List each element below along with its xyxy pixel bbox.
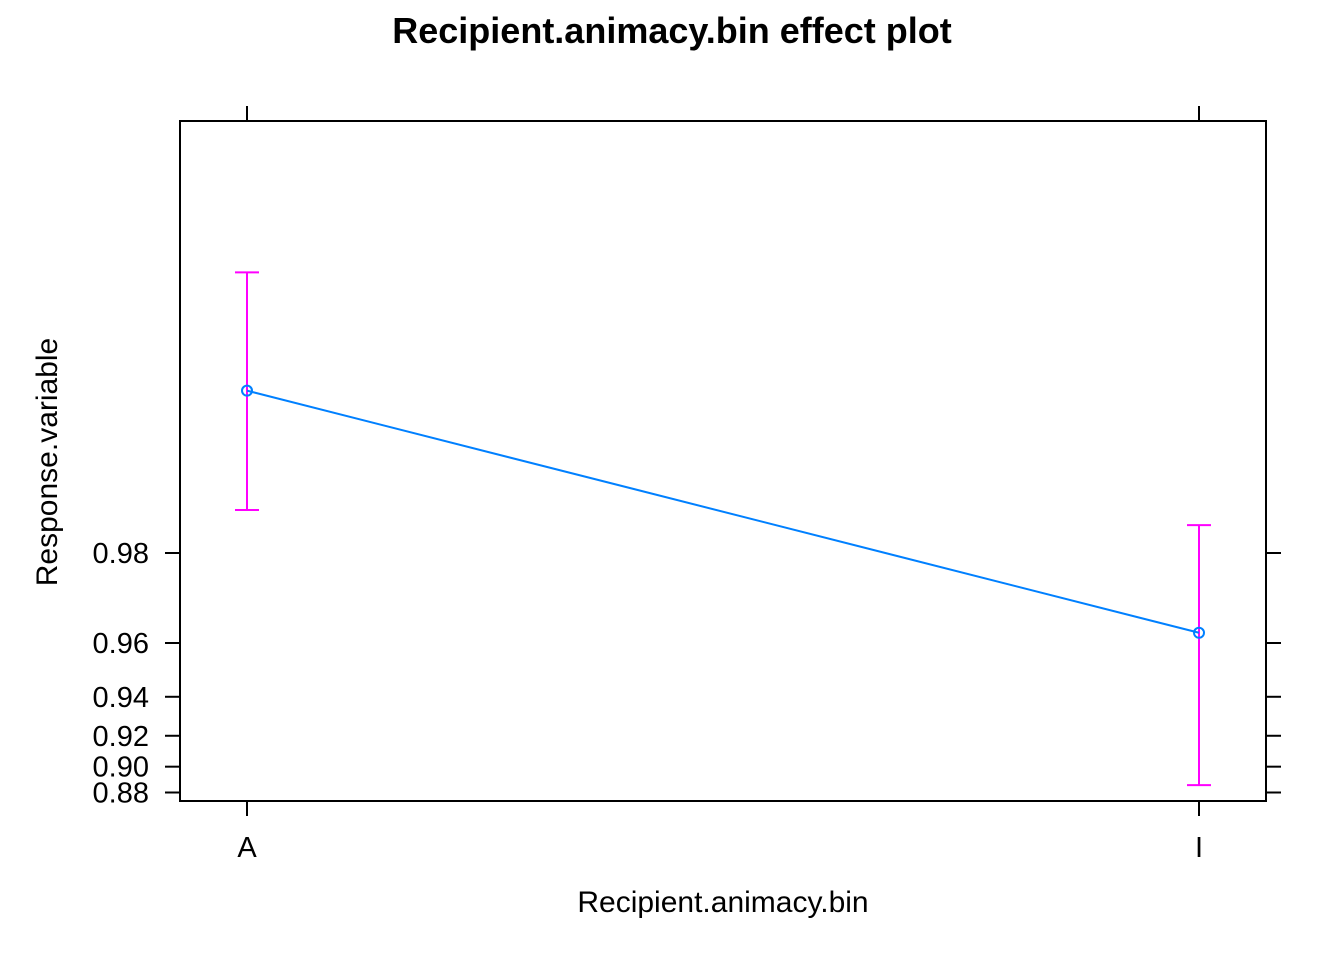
x-tick-label: I [1195,832,1203,864]
data-point [241,384,253,397]
y-tick-label: 0.90 [93,752,149,784]
x-tick-label: A [237,832,257,864]
y-tick-label: 0.88 [93,777,149,809]
data-point [1193,626,1205,639]
y-axis-label: Response.variable [31,338,64,586]
plot-marks [235,271,1211,787]
y-tick-label: 0.94 [93,682,149,714]
chart-title: Recipient.animacy.bin effect plot [392,10,951,51]
y-tick-label: 0.96 [93,628,149,660]
y-axis: 0.880.900.92 0.94 0.96 0.98 [93,538,1281,809]
series-line [246,389,1200,634]
plot-frame [179,120,1267,802]
x-axis-label: Recipient.animacy.bin [577,886,868,919]
y-tick-label: 0.98 [93,538,149,570]
y-tick-label: 0.92 [93,721,149,753]
